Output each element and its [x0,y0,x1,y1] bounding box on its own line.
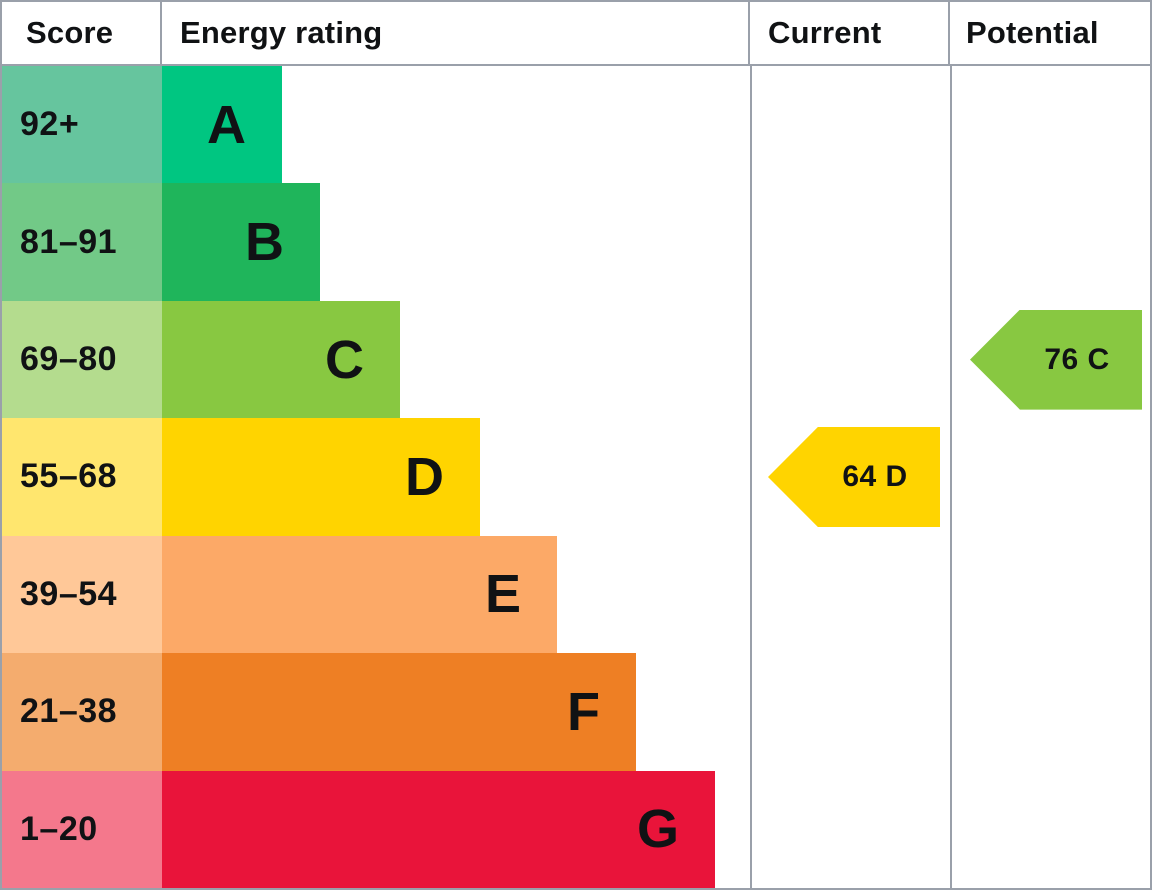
score-range-cell: 1–20 [2,770,162,888]
column-divider-current [750,66,752,888]
rating-band-row: 81–91 B [2,183,1150,301]
rating-band-row: 39–54 E [2,535,1150,654]
rating-band-row: 1–20 G [2,770,1150,888]
rating-bands-area: 92+ A 81–91 B 69–80 C 55–68 D 39–54 E 21–38 F 1–20 G … [2,66,1150,888]
potential-rating-label: 76 C [1044,342,1110,376]
rating-bar: D [162,418,480,536]
score-range-cell: 39–54 [2,535,162,654]
header-energy-rating: Energy rating [162,2,750,64]
header-potential: Potential [966,15,1099,50]
score-range-cell: 21–38 [2,653,162,771]
rating-bar: F [162,653,636,771]
rating-bar: B [162,183,320,301]
rating-band-rows: 92+ A 81–91 B 69–80 C 55–68 D 39–54 E 21–38 F 1–20 G [2,66,1150,888]
table-header: Score Energy rating Current Potential [2,2,1150,66]
current-rating-label: 64 D [842,460,908,493]
score-range-cell: 69–80 [2,300,162,419]
rating-bar: G [162,770,715,888]
score-range-cell: 92+ [2,66,162,184]
rating-band-row: 69–80 C [2,300,1150,419]
header-current: Current [750,2,950,64]
rating-band-row: 21–38 F [2,653,1150,771]
rating-band-row: 55–68 D [2,418,1150,536]
header-score: Score [2,2,162,64]
rating-bar: E [162,535,557,654]
column-divider-potential [950,66,952,888]
rating-bar: A [162,66,282,184]
score-range-cell: 81–91 [2,183,162,301]
rating-band-row: 92+ A [2,66,1150,184]
rating-bar: C [162,300,400,419]
score-range-cell: 55–68 [2,418,162,536]
